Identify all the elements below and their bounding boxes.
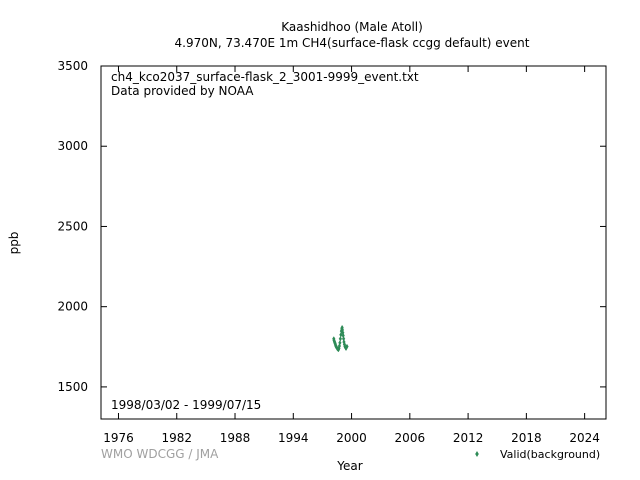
plot-frame [100, 65, 607, 420]
legend-label: Valid(background) [500, 448, 600, 461]
data-point [345, 343, 349, 350]
x-tick-label: 2018 [511, 431, 542, 445]
x-axis: 1976 1982 1988 1994 2000 2006 2012 2018 2024 [103, 66, 600, 445]
provider-label: Data provided by NOAA [111, 84, 254, 98]
x-tick-label: 2024 [569, 431, 600, 445]
x-tick-label: 1982 [161, 431, 192, 445]
y-tick-label: 2000 [57, 300, 88, 314]
file-label: ch4_kco2037_surface-flask_2_3001-9999_ev… [111, 70, 419, 84]
date-range-label: 1998/03/02 - 1999/07/15 [111, 398, 261, 412]
credit-label: WMO WDCGG / JMA [101, 447, 219, 461]
data-points [332, 324, 349, 353]
x-axis-label: Year [336, 459, 362, 473]
y-tick-label: 1500 [57, 380, 88, 394]
x-tick-label: 2012 [453, 431, 484, 445]
data-point [339, 332, 343, 338]
y-tick-label: 2500 [57, 219, 88, 233]
y-tick-label: 3500 [57, 59, 88, 73]
data-point [338, 340, 342, 346]
y-tick-label: 3000 [57, 139, 88, 153]
legend-marker [475, 450, 479, 458]
x-tick-label: 1976 [103, 431, 134, 445]
data-point [338, 336, 343, 342]
x-tick-label: 1988 [220, 431, 251, 445]
x-tick-label: 1994 [278, 431, 309, 445]
chart-subtitle: 4.970N, 73.470E 1m CH4(surface-flask ccg… [175, 36, 530, 50]
legend-diamond-icon [475, 450, 479, 458]
y-axis: 1500 2000 2500 3000 3500 [57, 59, 606, 394]
chart-title: Kaashidhoo (Male Atoll) [281, 20, 423, 34]
x-tick-label: 2000 [336, 431, 367, 445]
y-axis-label: ppb [7, 232, 21, 255]
x-tick-label: 2006 [395, 431, 426, 445]
legend: Valid(background) [475, 448, 600, 461]
